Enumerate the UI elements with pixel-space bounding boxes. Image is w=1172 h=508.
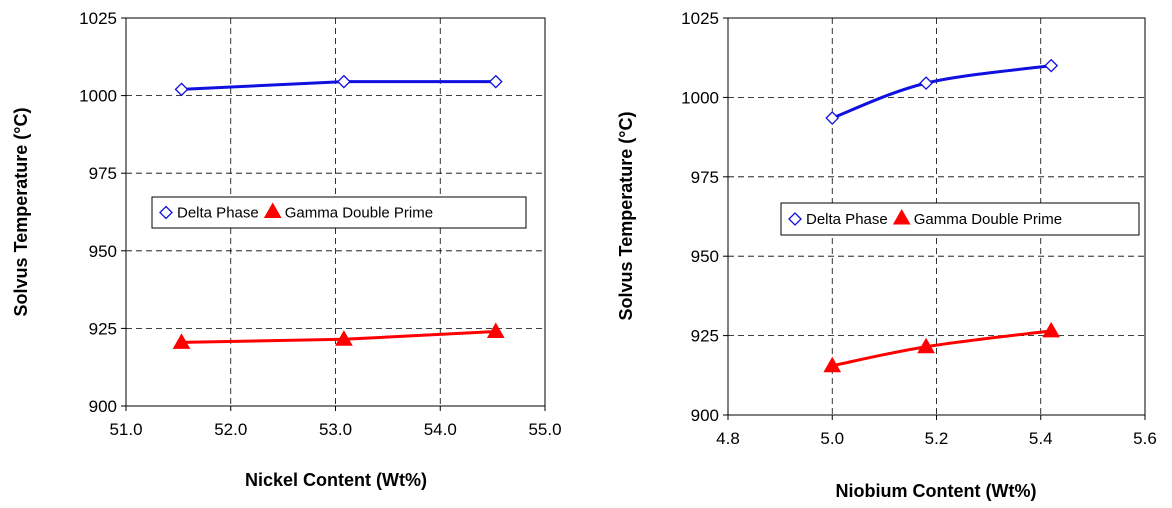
x-tick-label: 5.0 (820, 429, 844, 448)
legend-delta-phase-icon (788, 212, 802, 226)
legend-box (151, 196, 527, 229)
x-tick-label: 4.8 (716, 429, 740, 448)
legend-box (780, 202, 1140, 236)
data-point-delta-phase (336, 74, 351, 89)
x-tick-label: 5.6 (1133, 429, 1157, 448)
x-tick-label: 54.0 (424, 420, 457, 439)
y-tick-label: 950 (691, 247, 719, 266)
y-tick-label: 975 (89, 164, 117, 183)
y-tick-label: 975 (691, 168, 719, 187)
data-point-gamma-double-prime (1042, 321, 1061, 338)
series-line-gamma-double-prime (830, 329, 1053, 368)
data-point-gamma-double-prime (917, 337, 935, 354)
data-point-delta-phase (1044, 58, 1059, 73)
legend-label-gamma-double-prime: Gamma Double Prime (285, 205, 433, 222)
legend-delta-phase-icon (159, 205, 173, 220)
y-tick-label: 950 (89, 242, 117, 261)
data-point-gamma-double-prime (486, 322, 505, 339)
data-point-delta-phase (488, 74, 503, 89)
data-point-gamma-double-prime (335, 330, 353, 346)
data-point-delta-phase (825, 111, 840, 125)
y-axis-label: Solvus Temperature (°C) (11, 108, 31, 317)
data-point-delta-phase (174, 82, 189, 97)
legend-label-delta-phase: Delta Phase (177, 205, 259, 222)
x-tick-label: 5.2 (925, 429, 949, 448)
y-tick-label: 1000 (681, 88, 719, 107)
y-tick-label: 925 (691, 327, 719, 346)
y-tick-label: 900 (691, 406, 719, 425)
y-tick-label: 925 (89, 319, 117, 338)
legend-gamma-double-prime-icon (892, 208, 911, 225)
legend-label-gamma-double-prime: Gamma Double Prime (914, 211, 1062, 228)
y-tick-label: 900 (89, 397, 117, 416)
data-point-gamma-double-prime (172, 333, 191, 349)
x-tick-label: 53.0 (319, 420, 352, 439)
y-tick-label: 1025 (681, 9, 719, 28)
chart-niobium: 900 925 950 975 1000 1025 4.8 5.0 5.2 5.4 5.6 Niobi… (616, 9, 1157, 501)
chart-nickel: 900 925 950 975 1000 1025 51.0 52.0 53.0 54.0 55.0… (11, 9, 562, 490)
x-tick-label: 55.0 (528, 420, 561, 439)
x-tick-label: 5.4 (1029, 429, 1053, 448)
legend-gamma-double-prime-icon (263, 202, 282, 218)
x-tick-label: 52.0 (214, 420, 247, 439)
y-tick-label: 1000 (79, 87, 117, 106)
x-axis-label: Niobium Content (Wt%) (836, 481, 1037, 501)
y-axis-label: Solvus Temperature (°C) (616, 112, 636, 321)
series-line-delta-phase (830, 64, 1053, 120)
y-tick-label: 1025 (79, 9, 117, 28)
data-point-delta-phase (919, 76, 933, 91)
data-point-gamma-double-prime (823, 356, 842, 373)
x-tick-label: 51.0 (109, 420, 142, 439)
x-axis-label: Nickel Content (Wt%) (245, 470, 427, 490)
legend-label-delta-phase: Delta Phase (806, 211, 888, 228)
